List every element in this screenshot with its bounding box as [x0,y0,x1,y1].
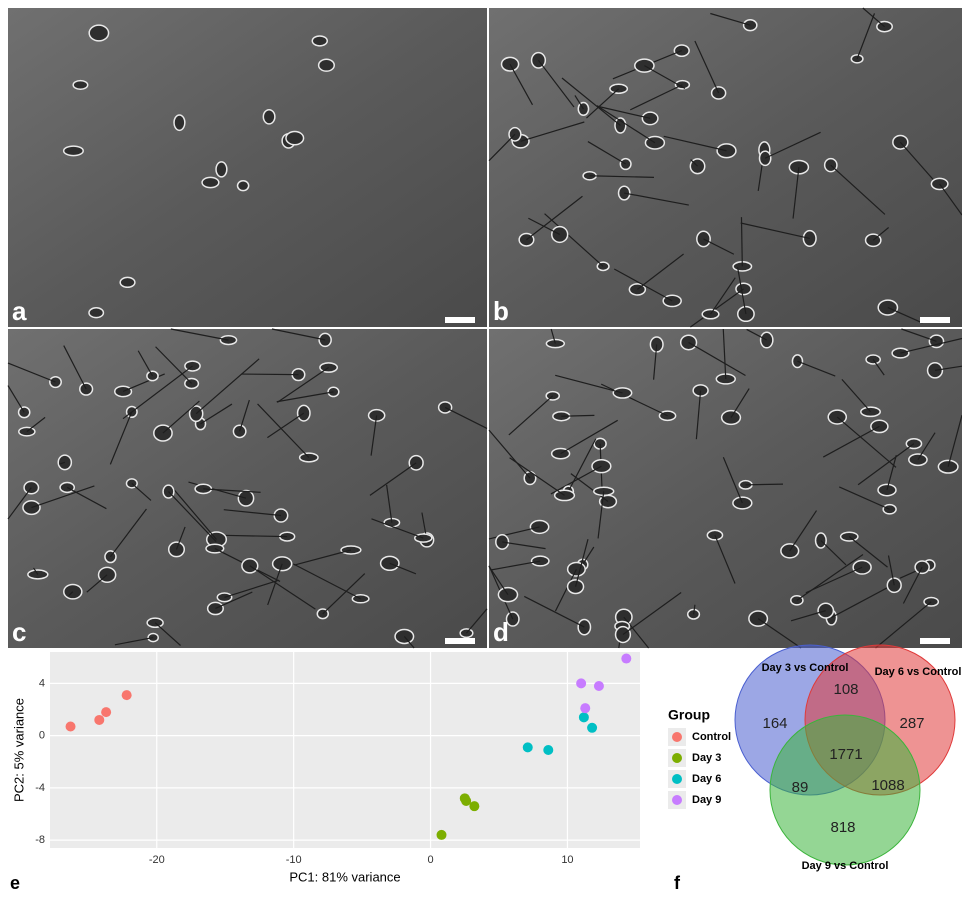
legend-label: Day 6 [692,773,721,785]
cell [610,84,627,93]
cell [319,59,335,71]
point [580,703,590,713]
point [94,715,104,725]
panel-label: d [493,617,509,647]
cell [216,162,227,177]
y-axis-title: PC2: 5% variance [11,698,26,802]
cell [242,559,258,573]
venn-set-label: Day 9 vs Control [802,860,889,872]
point [469,801,479,811]
cell [185,378,199,388]
venn-count: 164 [762,715,787,732]
cell [496,535,509,549]
venn-count: 89 [792,779,809,796]
panel-label: c [12,617,26,647]
cell [64,146,84,156]
cell [73,81,88,90]
cell [89,25,108,41]
neurite [741,217,742,266]
cell [878,300,897,315]
point [461,796,471,806]
cell [619,186,630,200]
x-tick-label: 10 [561,854,573,866]
point [594,681,604,691]
cell [749,611,768,626]
y-tick-label: -4 [35,782,45,794]
venn-count: 287 [899,715,924,732]
venn-set-label: Day 3 vs Control [762,662,849,674]
cell [273,557,292,571]
panel-label: a [12,296,27,326]
venn-count: 1088 [871,777,904,794]
legend-swatch [672,753,682,763]
cell [238,181,249,191]
venn-count: 108 [833,681,858,698]
point [579,712,589,722]
point [66,721,76,731]
figure: a b c d -20 -10 0 10 -8 -4 0 4 PC1: 81% variance PC2:… [0,0,962,900]
cell [202,177,219,187]
micrograph [489,8,962,327]
cell [395,629,413,643]
neurite [746,484,783,485]
x-tick-label: -10 [286,854,302,866]
legend-label: Day 9 [692,794,721,806]
cell [174,115,185,130]
y-tick-label: -8 [35,834,45,846]
scale-bar [445,638,475,644]
scale-bar [920,638,950,644]
cell [286,132,304,145]
cell [552,227,568,243]
panel-label: f [674,873,681,893]
legend-title: Group [668,707,710,723]
point [621,654,631,664]
neurite [241,374,298,375]
micrograph [8,8,487,327]
cell [738,307,754,322]
y-tick-label: 0 [39,730,45,742]
venn-set-label: Day 6 vs Control [875,666,962,678]
point [523,742,533,752]
cell [931,178,948,189]
legend-swatch [672,732,682,742]
cell [89,308,103,318]
venn-count: 818 [830,819,855,836]
legend-swatch [672,795,682,805]
scale-bar [920,317,950,323]
x-axis-title: PC1: 81% variance [289,869,400,884]
panel-label: e [10,873,20,893]
x-tick-label: 0 [427,854,433,866]
point [576,678,586,688]
point [437,830,447,840]
point [101,707,111,717]
legend-swatch [672,774,682,784]
cell [120,277,135,287]
cell [697,231,710,246]
venn-count: 1771 [829,746,862,763]
legend-label: Control [692,731,731,743]
cell [877,22,892,32]
cell [263,110,275,124]
cell [19,427,35,436]
legend-label: Day 3 [692,752,721,764]
cell [238,490,253,506]
point [587,723,597,733]
panel-label: b [493,296,509,326]
cell [312,36,327,46]
cell [853,560,871,574]
point [122,690,132,700]
cell [781,544,799,558]
y-tick-label: 4 [39,677,45,689]
x-tick-label: -20 [149,854,165,866]
cell [19,407,30,418]
point [543,745,553,755]
scale-bar [445,317,475,323]
